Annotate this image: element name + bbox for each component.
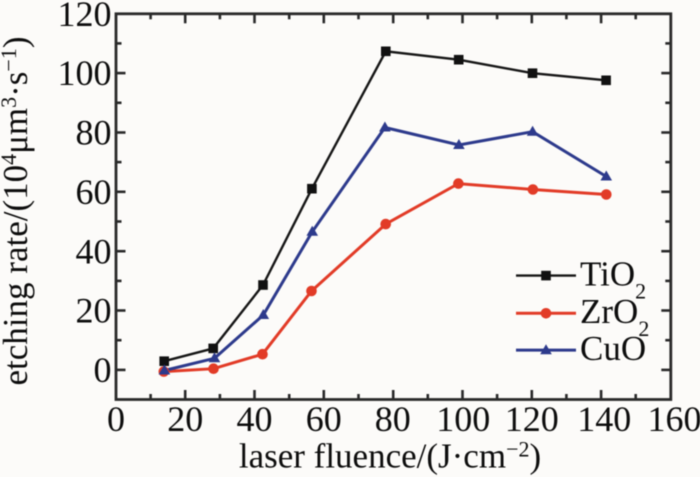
svg-text:60: 60 xyxy=(306,399,342,439)
svg-text:60: 60 xyxy=(76,172,112,212)
svg-text:40: 40 xyxy=(237,399,273,439)
svg-text:etching rate/(104μm3·s−1): etching rate/(104μm3·s−1) xyxy=(0,37,35,386)
svg-text:120: 120 xyxy=(58,0,112,34)
svg-text:0: 0 xyxy=(94,350,112,390)
svg-text:laser fluence/(J·cm−2): laser fluence/(J·cm−2) xyxy=(239,437,541,476)
svg-text:80: 80 xyxy=(375,399,411,439)
svg-text:120: 120 xyxy=(505,399,559,439)
svg-text:100: 100 xyxy=(436,399,490,439)
svg-text:0: 0 xyxy=(107,399,125,439)
svg-text:80: 80 xyxy=(76,113,112,153)
svg-text:100: 100 xyxy=(58,53,112,93)
svg-text:20: 20 xyxy=(167,399,203,439)
svg-text:40: 40 xyxy=(76,231,112,271)
svg-text:160: 160 xyxy=(648,399,700,439)
svg-text:CuO: CuO xyxy=(580,329,646,368)
svg-text:140: 140 xyxy=(577,399,631,439)
svg-text:20: 20 xyxy=(76,291,112,331)
